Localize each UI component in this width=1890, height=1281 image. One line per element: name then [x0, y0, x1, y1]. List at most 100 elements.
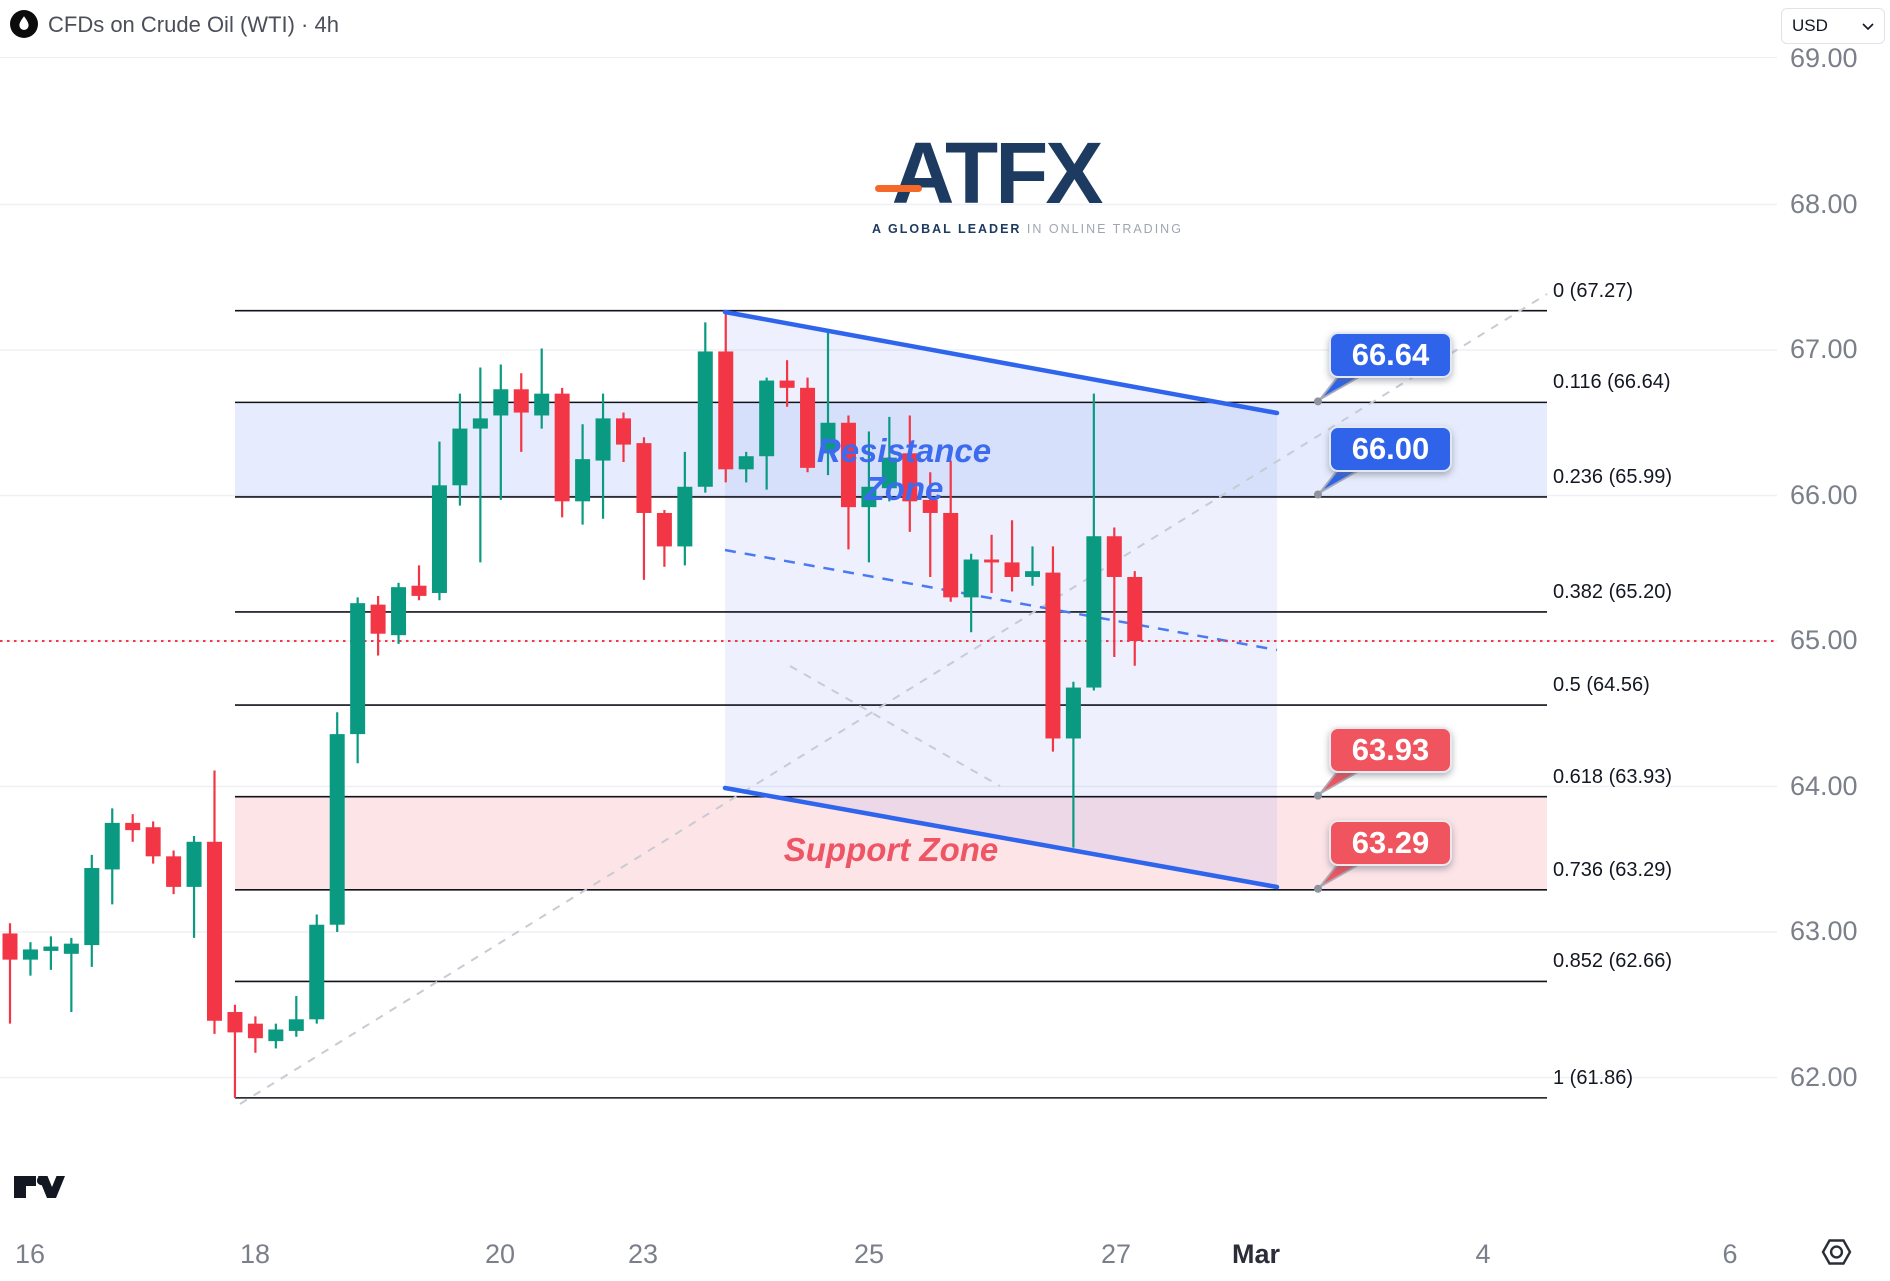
candle-body: [472, 418, 488, 429]
candle-body: [84, 867, 100, 946]
candle-body: [616, 418, 631, 445]
price-callout[interactable]: 66.00: [1329, 425, 1452, 472]
candle-body: [104, 822, 120, 870]
candle-body: [984, 559, 1000, 563]
candle-body: [881, 457, 897, 489]
candle-body: [329, 734, 345, 925]
price-axis-label: 64.00: [1790, 770, 1858, 801]
candle-body: [22, 949, 38, 960]
callout-anchor-dot: [1314, 490, 1322, 499]
channel-median-line: [724, 548, 1278, 652]
candle-body: [186, 841, 202, 887]
time-axis-label: 27: [1100, 1239, 1132, 1269]
candle-body: [800, 387, 816, 468]
support-zone-label: Support Zone: [783, 831, 999, 868]
candle-body: [1025, 571, 1040, 577]
candle-body: [902, 453, 918, 502]
header-separator: [0, 57, 1777, 58]
price-callout[interactable]: 66.64: [1329, 332, 1452, 379]
candle-body: [227, 1012, 243, 1033]
candle-body: [43, 946, 59, 951]
fib-level-label: 0 (67.27): [1553, 279, 1634, 302]
candle-body: [861, 486, 877, 508]
fib-level-label: 0.852 (62.66): [1553, 950, 1672, 973]
candle-body: [1127, 576, 1143, 641]
candle-body: [697, 351, 713, 487]
candle-body: [1086, 536, 1102, 688]
resistance-zone-label: Resistance Zone: [816, 432, 992, 507]
callout-anchor-dot: [1314, 397, 1322, 406]
candle-body: [391, 587, 407, 636]
time-axis-label: 6: [1722, 1239, 1738, 1269]
candle-body: [268, 1029, 284, 1042]
channel-lower-trendline[interactable]: [722, 785, 1280, 890]
candle-body: [575, 459, 591, 502]
candle-body: [1065, 687, 1081, 739]
support-zone-area: [235, 796, 1547, 890]
candle-body: [554, 393, 570, 502]
candle-body: [166, 856, 182, 887]
candle-body: [145, 827, 161, 857]
candle-body: [1004, 562, 1020, 577]
fib-level-label: 1 (61.86): [1553, 1066, 1634, 1089]
candle-body: [595, 418, 611, 461]
candle-body: [840, 422, 856, 508]
price-axis-label: 68.00: [1790, 188, 1858, 219]
price-callout[interactable]: 63.29: [1329, 819, 1452, 866]
chevron-down-icon: [1862, 22, 1874, 30]
fib-level-label: 0.618 (63.93): [1553, 765, 1672, 788]
candle-body: [431, 485, 447, 593]
time-axis-label: 23: [627, 1239, 659, 1269]
candle-body: [309, 924, 325, 1020]
time-axis-label: 16: [14, 1239, 46, 1269]
currency-select[interactable]: USD: [1781, 8, 1885, 44]
candle-body: [63, 943, 79, 954]
candle-body: [125, 822, 141, 831]
candle-body: [1045, 572, 1061, 739]
time-axis-label: 4: [1475, 1239, 1491, 1269]
candle-body: [288, 1019, 304, 1031]
time-axis-label: 20: [484, 1239, 516, 1269]
currency-select-value: USD: [1792, 16, 1828, 35]
price-callout[interactable]: 63.93: [1329, 726, 1452, 773]
candle-body: [534, 393, 550, 416]
candle-body: [738, 456, 754, 470]
channel-upper-trendline[interactable]: [722, 309, 1280, 416]
time-axis-label: 25: [853, 1239, 885, 1269]
candle-body: [370, 604, 386, 634]
candle-body: [718, 351, 734, 470]
candle-body: [493, 389, 509, 416]
candle-body: [1106, 536, 1122, 577]
fib-level-label: 0.736 (63.29): [1553, 858, 1672, 881]
candle-body: [759, 380, 775, 457]
candle-body: [636, 443, 652, 513]
candle-body: [779, 380, 795, 388]
ascending-trendline-dashed: [239, 293, 1548, 1105]
settings-gear-icon[interactable]: [1818, 1235, 1856, 1269]
fib-level-label: 0.116 (66.64): [1553, 371, 1671, 394]
price-axis-label: 67.00: [1790, 334, 1858, 364]
time-axis-label: 18: [239, 1239, 271, 1269]
price-axis-label: 69.00: [1790, 43, 1858, 73]
tradingview-logo[interactable]: [13, 1169, 67, 1203]
candle-body: [350, 603, 366, 735]
candle-body: [922, 499, 938, 513]
callout-anchor-dot: [1314, 791, 1322, 800]
fib-level-label: 0.5 (64.56): [1553, 674, 1650, 697]
candle-body: [2, 933, 18, 960]
oil-drop-icon: [10, 10, 38, 38]
candle-body: [656, 512, 672, 547]
price-axis-label: 66.00: [1790, 479, 1858, 510]
candle-body: [452, 428, 468, 486]
candle-body: [820, 422, 836, 454]
price-axis-label: 63.00: [1790, 916, 1858, 946]
symbol-title[interactable]: CFDs on Crude Oil (WTI) · 4h: [48, 12, 339, 37]
price-axis-label: 62.00: [1790, 1061, 1858, 1092]
candle-body: [411, 585, 427, 596]
candle-body: [943, 512, 959, 598]
candle-body: [677, 486, 693, 547]
candle-body: [247, 1023, 263, 1039]
candle-body: [207, 841, 222, 1021]
